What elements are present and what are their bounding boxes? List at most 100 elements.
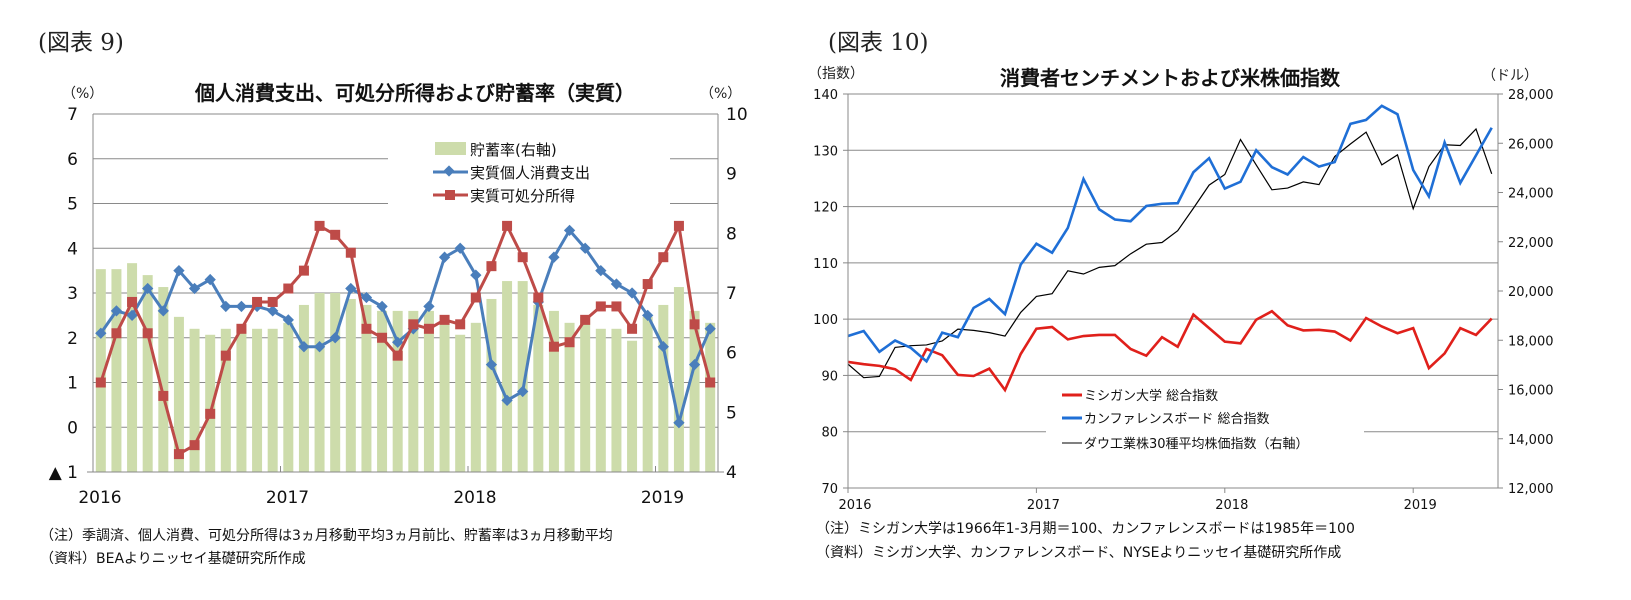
y-axis-left-ticks: 7 6 5 4 3 2 1 0 ▲ 1 — [49, 105, 78, 483]
y-axis-left-ticks: 140 130 120 110 100 90 80 70 — [813, 88, 848, 497]
square-marker — [502, 220, 513, 231]
diamond-marker — [220, 300, 232, 313]
y-tick-label: 8 — [726, 224, 737, 244]
line-series — [847, 104, 1493, 393]
diamond-marker — [548, 251, 560, 263]
bar — [642, 316, 653, 472]
y-tick-label: 7 — [67, 105, 78, 125]
series-line — [99, 224, 712, 456]
bar — [705, 322, 716, 472]
square-marker — [423, 323, 434, 334]
legend-diamond-marker — [443, 165, 455, 177]
legend: 貯蓄率(右軸) 実質個人消費支出 実質可処分所得 — [388, 126, 670, 212]
y-tick-label: 4 — [67, 239, 78, 259]
y-tick-label: 6 — [726, 344, 737, 364]
bar — [392, 310, 403, 472]
square-marker — [220, 350, 231, 361]
y-tick-label: 4 — [726, 463, 737, 483]
legend-background — [388, 126, 670, 212]
bar — [455, 334, 466, 472]
bar — [345, 298, 356, 472]
legend-label: 実質可処分所得 — [470, 187, 575, 205]
y-tick-label: 0 — [67, 418, 78, 438]
bar — [377, 310, 388, 472]
series-line — [847, 104, 1493, 364]
diamond-marker — [329, 332, 341, 344]
y-tick-label: 70 — [821, 482, 838, 497]
diamond-marker — [173, 264, 185, 277]
x-tick-label: 2016 — [838, 498, 871, 513]
diamond-marker — [642, 309, 654, 322]
diamond-marker — [298, 341, 310, 353]
square-marker — [330, 229, 341, 240]
bar — [361, 304, 372, 472]
y-tick-label: 80 — [821, 426, 838, 441]
legend-label: カンファレンスボード 総合指数 — [1084, 412, 1269, 427]
square-marker — [267, 296, 278, 307]
square-marker — [142, 328, 153, 339]
source: （資料）BEAよりニッセイ基礎研究所作成 — [40, 550, 306, 567]
bar — [627, 340, 638, 472]
bar — [564, 322, 575, 472]
chart-10: (図表 10) 消費者センチメントおよび米株価指数 （指数） （ドル） 1401… — [808, 30, 1554, 561]
series-line — [99, 228, 712, 425]
y-axis-right-unit: （%） — [700, 86, 741, 102]
y-tick-label: 6 — [67, 150, 78, 170]
square-marker — [658, 252, 669, 263]
y-tick-label: 12,000 — [1508, 482, 1554, 497]
bar — [267, 328, 278, 472]
square-marker — [283, 283, 294, 294]
x-tick-label: 2017 — [1027, 498, 1060, 513]
bar — [189, 328, 200, 472]
y-tick-label: 5 — [726, 403, 737, 423]
gridlines — [848, 93, 1498, 433]
y-tick-label: 20,000 — [1508, 285, 1554, 300]
bar — [127, 263, 138, 472]
diamond-marker — [423, 300, 435, 313]
square-marker — [455, 319, 466, 330]
square-marker — [252, 296, 263, 307]
x-axis-ticks: 2016 2017 2018 2019 — [78, 466, 684, 508]
bar — [142, 275, 153, 472]
square-marker — [517, 252, 528, 263]
bar — [533, 304, 544, 472]
bar — [111, 269, 122, 472]
y-tick-label: 18,000 — [1508, 334, 1554, 349]
square-marker — [377, 332, 388, 343]
y-axis-left-unit: （%） — [62, 86, 103, 102]
y-axis-left-unit: （指数） — [808, 66, 864, 82]
x-tick-label: 2019 — [641, 488, 684, 508]
y-tick-label: 110 — [813, 257, 838, 272]
x-tick-label: 2018 — [453, 488, 496, 508]
square-marker — [705, 377, 716, 388]
square-marker — [439, 314, 450, 325]
diamond-marker — [188, 282, 201, 295]
diamond-marker — [579, 242, 591, 254]
square-marker — [564, 337, 575, 348]
bar — [689, 310, 700, 472]
x-axis-ticks: 2016 2017 2018 2019 — [838, 488, 1437, 513]
square-marker — [408, 319, 419, 330]
legend-label: ミシガン大学 総合指数 — [1084, 388, 1218, 404]
source: （資料）ミシガン大学、カンファレンスボード、NYSEよりニッセイ基礎研究所作成 — [816, 544, 1341, 561]
bar — [158, 287, 169, 472]
bar — [439, 322, 450, 472]
bar — [502, 281, 513, 472]
diamond-marker — [454, 242, 466, 254]
legend-label: 貯蓄率(右軸) — [470, 141, 557, 159]
bar — [220, 328, 231, 472]
diamond-marker — [345, 282, 357, 295]
x-tick-label: 2017 — [266, 488, 309, 508]
y-axis-right-ticks: 28,000 26,000 24,000 22,000 20,000 18,000 16,0… — [1498, 88, 1554, 497]
bar — [95, 269, 106, 472]
square-marker — [533, 292, 544, 303]
y-axis-right-ticks: 10 9 8 7 6 5 4 — [726, 105, 748, 483]
axes — [87, 114, 724, 473]
diamond-marker — [595, 264, 607, 277]
x-tick-label: 2019 — [1404, 498, 1437, 513]
legend-square-marker — [445, 190, 455, 200]
diamond-marker — [485, 358, 498, 371]
bar — [252, 328, 263, 472]
square-marker — [111, 328, 122, 339]
